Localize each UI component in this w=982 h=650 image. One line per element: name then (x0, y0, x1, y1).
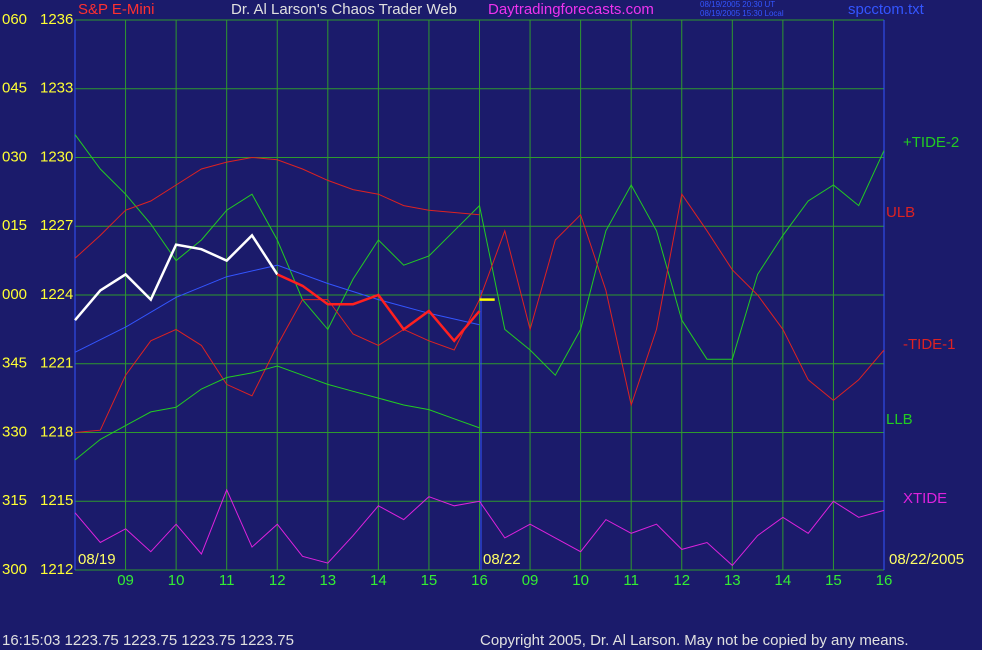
x-tick-label: 16 (471, 572, 488, 589)
y-tick-label: 1230 (40, 148, 73, 165)
y-angle-label: 300 (2, 561, 27, 578)
series-label: LLB (886, 411, 913, 428)
series-label: ULB (886, 204, 915, 221)
x-tick-label: 09 (117, 572, 134, 589)
series-line (74, 488, 885, 567)
x-tick-label: 11 (219, 572, 235, 589)
timestamp-ut: 08/19/2005 20:30 UT (700, 0, 775, 9)
y-angle-label: 345 (2, 355, 27, 372)
x-tick-label: 10 (572, 572, 589, 589)
status: 16:15:03 1223.75 1223.75 1223.75 1223.75 (2, 632, 294, 649)
series-label: -TIDE-1 (903, 336, 956, 353)
x-tick-label: 10 (168, 572, 185, 589)
x-tick-label: 15 (825, 572, 842, 589)
series-line (74, 233, 279, 322)
instrument: S&P E-Mini (78, 1, 154, 18)
y-angle-label: 315 (2, 492, 27, 509)
x-tick-label: 13 (724, 572, 741, 589)
y-angle-label: 330 (2, 423, 27, 440)
series-line (74, 365, 480, 461)
y-tick-label: 1224 (40, 286, 73, 303)
chart-title: Dr. Al Larson's Chaos Trader Web (231, 1, 457, 18)
y-tick-label: 1221 (40, 355, 73, 372)
x-tick-label: 14 (775, 572, 792, 589)
x-tick-label: 13 (319, 572, 336, 589)
date-label: 08/22/2005 (889, 551, 964, 568)
x-tick-label: 16 (876, 572, 893, 589)
series-line (276, 273, 481, 343)
y-angle-label: 015 (2, 217, 27, 234)
y-angle-label: 030 (2, 148, 27, 165)
series-line (74, 156, 480, 259)
file-name: spcctom.txt (848, 1, 925, 18)
x-tick-label: 12 (269, 572, 286, 589)
x-tick-label: 15 (421, 572, 438, 589)
timestamp-local: 08/19/2005 15:30 Local (700, 9, 784, 18)
y-tick-label: 1236 (40, 11, 73, 28)
x-tick-label: 12 (673, 572, 690, 589)
series-label: XTIDE (903, 490, 947, 507)
y-tick-label: 1233 (40, 80, 73, 97)
series-label: +TIDE-2 (903, 134, 959, 151)
site: Daytradingforecasts.com (488, 1, 654, 18)
date-label: 08/22 (483, 551, 521, 568)
series-group (74, 134, 885, 567)
x-tick-label: 11 (623, 572, 639, 589)
y-angle-label: 045 (2, 80, 27, 97)
y-angle-label: 060 (2, 11, 27, 28)
series-line (74, 134, 885, 377)
y-tick-label: 1212 (40, 561, 73, 578)
copyright: Copyright 2005, Dr. Al Larson. May not b… (480, 632, 909, 649)
y-tick-label: 1227 (40, 217, 73, 234)
date-label: 08/19 (78, 551, 116, 568)
x-tick-label: 14 (370, 572, 387, 589)
y-tick-label: 1218 (40, 423, 73, 440)
x-tick-label: 09 (522, 572, 539, 589)
series-line (74, 264, 480, 353)
y-angle-label: 000 (2, 286, 27, 303)
y-tick-label: 1215 (40, 492, 73, 509)
